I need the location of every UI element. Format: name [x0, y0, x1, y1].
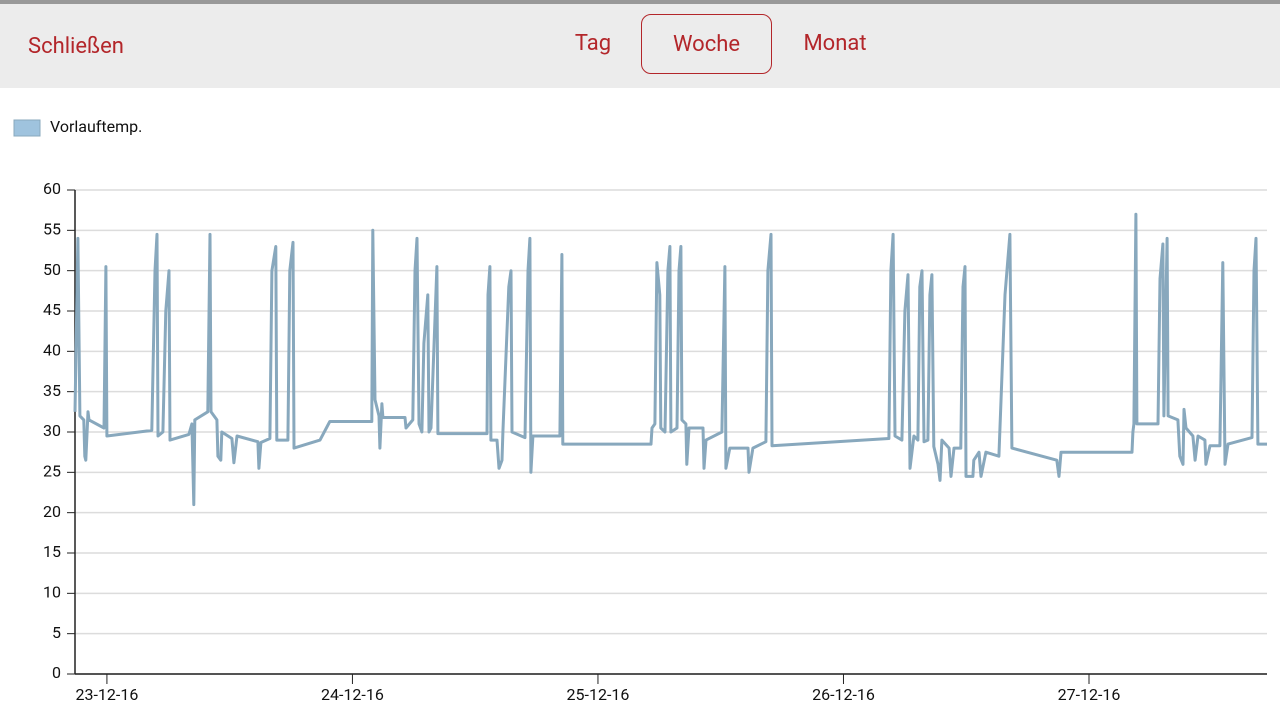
tab[interactable]: Tag [574, 31, 612, 56]
y-tick-label: 40 [43, 341, 61, 360]
x-tick-label: 24-12-16 [321, 685, 384, 704]
x-tick-label: 25-12-16 [567, 685, 630, 704]
y-tick-label: 35 [43, 381, 61, 400]
data-line [73, 212, 1267, 507]
x-tick-label: 27-12-16 [1058, 685, 1121, 704]
y-tick-label: 30 [43, 421, 61, 440]
legend-swatch [13, 119, 41, 137]
y-tick-label: 45 [43, 300, 61, 319]
y-tick-label: 0 [52, 663, 61, 682]
y-tick-label: 10 [43, 583, 61, 602]
y-tick-label: 25 [43, 462, 61, 481]
close-button[interactable]: Schließen [28, 34, 124, 59]
x-tick-label: 23-12-16 [76, 685, 139, 704]
x-tick-label: 26-12-16 [812, 685, 875, 704]
y-tick-label: 55 [43, 220, 61, 239]
y-tick-label: 60 [43, 179, 61, 198]
y-tick-label: 50 [43, 260, 61, 279]
y-tick-label: 20 [43, 502, 61, 521]
chart: Vorlauftemp. 0 5 10 15 20 25 30 35 40 45 50 55 60 23-… [13, 117, 1267, 704]
tab[interactable]: Monat [803, 31, 867, 56]
y-tick-label: 15 [43, 542, 61, 561]
legend-label: Vorlauftemp. [50, 117, 142, 136]
top-bar: Schließen Tag Woche Monat [0, 0, 1280, 88]
tab[interactable]: Woche [641, 14, 772, 74]
y-tick-label: 5 [52, 623, 61, 642]
